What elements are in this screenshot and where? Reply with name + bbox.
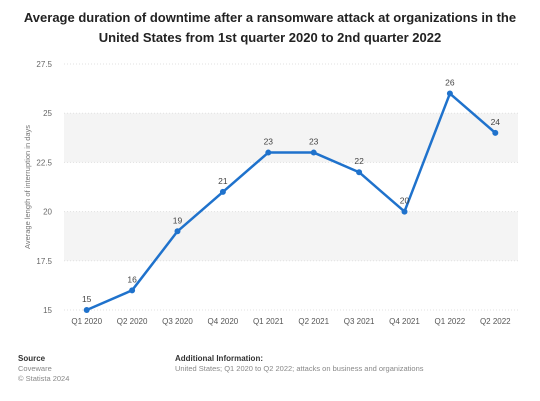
y-axis-label: Average length of interruption in days <box>23 125 32 249</box>
info-heading: Additional Information: <box>175 354 263 363</box>
x-tick-label: Q1 2022 <box>435 317 466 326</box>
y-tick-label: 15 <box>43 306 52 315</box>
y-tick-label: 27.5 <box>36 60 52 69</box>
data-label: 15 <box>82 294 92 304</box>
data-point <box>446 90 453 97</box>
data-label: 19 <box>173 215 183 225</box>
source-name: Coveware <box>18 364 52 373</box>
x-tick-label: Q4 2021 <box>389 317 420 326</box>
data-label: 23 <box>309 137 319 147</box>
data-label: 26 <box>445 78 455 88</box>
data-point <box>492 129 499 136</box>
x-tick-label: Q1 2020 <box>71 317 102 326</box>
data-label: 24 <box>491 117 501 127</box>
data-point <box>401 208 408 215</box>
x-tick-label: Q4 2020 <box>208 317 239 326</box>
source-block: Source Coveware © Statista 2024 <box>18 354 69 384</box>
data-label: 23 <box>264 137 274 147</box>
data-point <box>129 287 136 294</box>
copyright: © Statista 2024 <box>18 374 70 383</box>
y-tick-label: 17.5 <box>36 257 52 266</box>
data-point <box>310 149 317 156</box>
data-point <box>219 188 226 195</box>
y-tick-label: 25 <box>43 109 52 118</box>
data-label: 20 <box>400 196 410 206</box>
grid-band <box>64 113 518 163</box>
chart-title: Average duration of downtime after a ran… <box>23 10 517 45</box>
y-tick-label: 22.5 <box>36 158 52 167</box>
grid-band <box>64 211 518 261</box>
data-point <box>174 228 181 235</box>
x-tick-label: Q1 2021 <box>253 317 284 326</box>
x-tick-label: Q3 2020 <box>162 317 193 326</box>
data-point <box>83 307 90 313</box>
x-tick-label: Q2 2020 <box>117 317 148 326</box>
y-tick-label: 20 <box>43 208 52 217</box>
info-text: United States; Q1 2020 to Q2 2022; attac… <box>175 364 424 373</box>
x-tick-label: Q2 2022 <box>480 317 511 326</box>
x-tick-label: Q2 2021 <box>298 317 329 326</box>
data-point <box>265 149 272 156</box>
data-point <box>356 169 363 176</box>
data-label: 16 <box>127 274 137 284</box>
x-tick-label: Q3 2021 <box>344 317 375 326</box>
data-label: 21 <box>218 176 228 186</box>
data-label: 22 <box>354 156 364 166</box>
additional-info-block: Additional Information: United States; Q… <box>175 354 424 374</box>
source-heading: Source <box>18 354 46 363</box>
series-line <box>86 92 497 312</box>
